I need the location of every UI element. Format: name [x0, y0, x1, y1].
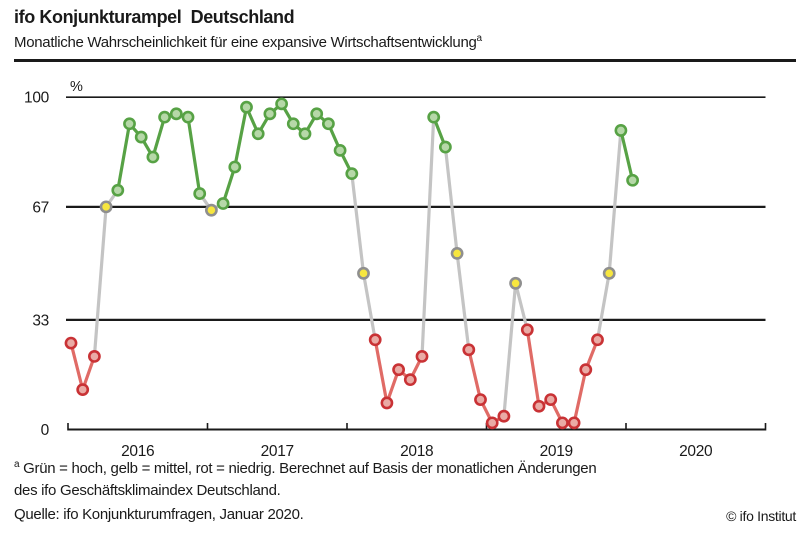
data-point-2019-10-red	[591, 333, 604, 347]
data-point-2019-02-red	[497, 409, 511, 423]
segment-red	[373, 338, 389, 405]
y-axis-tick-label-33: 33	[32, 312, 49, 329]
data-point-2019-04-red	[520, 323, 534, 337]
footnote-line-2: des ifo Geschäftsklimaindex Deutschland.	[14, 482, 281, 499]
data-point-2019-11-yellow	[602, 266, 616, 280]
x-axis-year-label-2020: 2020	[679, 443, 713, 460]
data-point-2016-06-green	[123, 117, 136, 131]
data-point-2016-01-red	[64, 336, 78, 350]
segment-green	[619, 128, 635, 182]
data-point-2016-11-green	[181, 110, 195, 124]
data-point-2017-04-green	[240, 100, 253, 114]
data-point-2016-12-green	[193, 187, 207, 200]
subtitle-footnote-marker: a	[476, 33, 483, 44]
segment-mixed	[92, 205, 108, 358]
data-point-2018-04-red	[380, 396, 394, 410]
data-point-2016-10-green	[169, 107, 183, 121]
data-point-2019-01-red	[485, 416, 499, 430]
data-point-2019-09-red	[579, 363, 593, 377]
header-rule	[14, 59, 796, 62]
copyright-note: © ifo Institut	[726, 508, 796, 524]
x-axis-year-label-2018: 2018	[400, 443, 433, 460]
y-axis-tick-label-67: 67	[32, 199, 49, 216]
data-point-2019-12-green	[614, 124, 628, 137]
data-point-2016-02-red	[76, 383, 90, 397]
data-point-2017-02-green	[216, 197, 230, 210]
data-point-2017-11-green	[321, 117, 335, 131]
subtitle-text: Monatliche Wahrscheinlichkeit für eine e…	[14, 34, 477, 51]
segment-red	[525, 328, 541, 408]
data-point-2017-03-green	[228, 160, 242, 174]
data-point-2018-03-red	[368, 333, 382, 347]
data-point-2018-10-yellow	[450, 246, 464, 260]
source-note: Quelle: ifo Konjunkturumfragen, Januar 2…	[14, 506, 304, 523]
x-axis-year-label-2019: 2019	[540, 443, 573, 460]
segment-green	[186, 115, 202, 196]
chart-subtitle: Monatliche Wahrscheinlichkeit für eine e…	[14, 33, 482, 51]
data-point-2018-05-red	[392, 363, 405, 377]
data-point-2017-05-green	[251, 127, 265, 141]
footnote-line-1-text: Grün = hoch, gelb = mittel, rot = niedri…	[19, 460, 597, 477]
segment-mixed	[607, 128, 623, 275]
data-point-2019-06-red	[544, 393, 558, 406]
segment-mixed	[350, 172, 366, 275]
data-point-2018-09-green	[438, 140, 452, 154]
data-point-2018-02-yellow	[357, 266, 370, 280]
segment-mixed	[420, 115, 436, 358]
data-point-2018-06-red	[403, 373, 417, 387]
segment-red	[69, 341, 85, 392]
segment-red	[467, 348, 483, 402]
segment-mixed	[595, 271, 611, 342]
segment-mixed	[361, 271, 377, 342]
segment-red	[572, 368, 588, 425]
data-point-2016-04-yellow	[99, 200, 113, 214]
segment-mixed	[443, 145, 459, 255]
data-point-2016-03-red	[88, 349, 101, 363]
data-point-2016-09-green	[158, 110, 171, 124]
data-point-2018-01-green	[345, 167, 359, 181]
data-point-2017-12-green	[333, 143, 347, 157]
footnote-marker: a	[14, 459, 20, 470]
segment-green	[151, 115, 167, 159]
x-axis-year-label-2016: 2016	[121, 443, 154, 460]
data-point-2019-07-red	[556, 416, 569, 430]
segment-green	[116, 122, 132, 192]
data-point-2016-07-green	[134, 130, 148, 144]
segment-mixed	[513, 281, 529, 332]
data-point-2017-09-green	[298, 127, 312, 141]
y-axis-tick-label-100: 100	[24, 90, 50, 107]
footnote-line-1: a Grün = hoch, gelb = mittel, rot = nied…	[14, 459, 597, 477]
data-point-2019-05-red	[532, 399, 546, 413]
data-point-2019-03-yellow	[509, 276, 522, 290]
data-point-2017-06-green	[263, 107, 277, 121]
data-point-2016-08-green	[146, 150, 160, 164]
data-point-2020-01-green	[626, 173, 639, 187]
data-point-2017-10-green	[310, 107, 324, 121]
segment-green	[233, 105, 249, 169]
y-axis-tick-label-0: 0	[41, 422, 50, 439]
x-axis-year-label-2017: 2017	[261, 443, 294, 460]
data-point-2018-12-red	[474, 393, 487, 406]
data-point-2017-07-green	[275, 97, 288, 111]
data-point-2018-08-green	[427, 110, 441, 124]
data-point-2018-07-red	[415, 349, 429, 363]
data-point-2016-05-green	[111, 183, 125, 197]
y-axis-unit-label: %	[70, 79, 83, 95]
data-point-2018-11-red	[462, 343, 476, 357]
data-point-2019-08-red	[567, 416, 581, 430]
data-point-2017-08-green	[286, 117, 300, 131]
segment-mixed	[455, 251, 471, 352]
page-title: ifo Konjunkturampel Deutschland	[14, 7, 295, 27]
segment-mixed	[502, 281, 518, 418]
data-point-2017-01-yellow	[204, 203, 218, 217]
